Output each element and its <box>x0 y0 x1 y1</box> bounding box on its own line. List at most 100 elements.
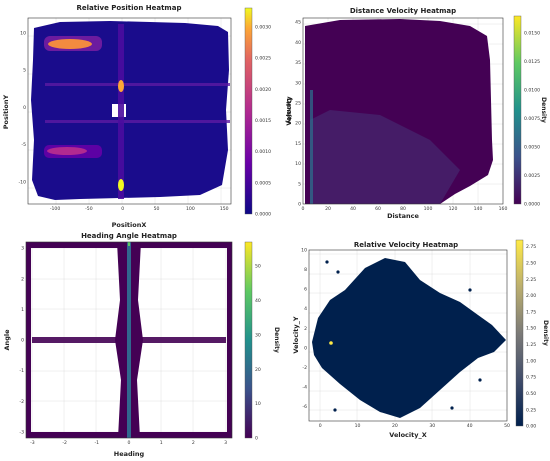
colorbar-tick-label: 50 <box>255 264 261 270</box>
x-tick-label: 60 <box>375 206 381 212</box>
panel-heading-angle: Heading Angle Heatmap -3 -2 -1 0 1 2 3 3210-1-… <box>3 232 280 458</box>
y-tick-label: 2 <box>304 326 307 332</box>
y-axis-label: PositionY <box>2 94 10 129</box>
y-tick-label: 45 <box>295 20 301 26</box>
y-tick-label: 10 <box>20 30 26 36</box>
y-tick-label: 15 <box>295 141 301 147</box>
heatmap-band <box>26 242 31 438</box>
heatmap-band <box>45 83 230 86</box>
x-tick-labels: -100 -50 0 50 100 150 <box>50 206 229 212</box>
y-tick-labels: 10 8 6 4 2 0 -2 -4 -6 <box>301 248 307 410</box>
x-tick-label: 40 <box>467 423 473 429</box>
y-tick-label: 30 <box>295 80 301 86</box>
colorbar-tick-label: 0.0075 <box>524 116 540 122</box>
colorbar-tick-label: 0.0030 <box>255 24 271 30</box>
colorbar-tick-label: 0.0050 <box>524 145 540 151</box>
colorbar-tick-label: 40 <box>255 298 261 304</box>
chart-title: Relative Position Heatmap <box>77 4 182 12</box>
heatmap-hotspot <box>118 80 124 92</box>
colorbar-tick-label: 0.0150 <box>524 31 540 37</box>
colorbar-tick-labels: 0.0000 0.0025 0.0050 0.0075 0.0100 0.0125 0.01… <box>524 31 540 208</box>
panel-relative-position: Relative Position Heatmap -100 -50 0 50 100 1… <box>2 4 292 229</box>
colorbar-label: Density <box>273 327 280 353</box>
colorbar-tick-label: 0.75 <box>526 375 536 381</box>
x-tick-label: 0 <box>128 440 131 446</box>
y-tick-label: 6 <box>304 287 307 293</box>
x-axis-label: Heading <box>114 450 145 458</box>
x-tick-label: -100 <box>50 206 61 212</box>
colorbar <box>513 15 522 205</box>
colorbar-tick-label: 0.0100 <box>524 88 540 94</box>
y-tick-label: 10 <box>295 161 301 167</box>
x-tick-label: -2 <box>62 440 67 446</box>
x-tick-label: 1 <box>160 440 163 446</box>
y-tick-label: 35 <box>295 60 301 66</box>
x-tick-label: 0 <box>302 206 305 212</box>
x-tick-label: 100 <box>424 206 433 212</box>
y-tick-label: 0 <box>21 338 24 344</box>
heatmap-area <box>31 21 230 200</box>
colorbar <box>244 7 253 215</box>
y-tick-label: 2 <box>21 276 24 282</box>
x-tick-label: 0 <box>319 423 322 429</box>
panel-distance-velocity: Distance Velocity Heatmap 0 20 40 60 80 100 12… <box>285 7 547 220</box>
y-tick-label: 4 <box>304 306 307 312</box>
chart-title: Distance Velocity Heatmap <box>350 7 456 15</box>
colorbar-tick-label: 1.50 <box>526 326 536 332</box>
y-axis-label: Velocity_Y <box>292 316 300 353</box>
colorbar-tick-label: 0.00 <box>526 424 536 430</box>
colorbar-tick-label: 2.50 <box>526 260 536 266</box>
y-tick-label: -1 <box>19 368 24 374</box>
x-tick-label: 30 <box>429 423 435 429</box>
y-tick-labels: 10 5 0 -5 -10 <box>18 30 26 185</box>
x-tick-label: 80 <box>400 206 406 212</box>
heatmap-outlier <box>478 378 482 382</box>
heatmap-band <box>45 120 230 123</box>
heatmap-band <box>310 90 313 204</box>
colorbar-tick-label: 1.00 <box>526 358 536 364</box>
colorbar-tick-label: 2.00 <box>526 293 536 299</box>
y-tick-label: 5 <box>298 181 301 187</box>
colorbar-label: Density <box>285 98 292 124</box>
x-tick-label: 0 <box>121 206 124 212</box>
x-tick-label: 50 <box>154 206 160 212</box>
x-tick-label: 10 <box>355 423 361 429</box>
colorbar-label: Density <box>542 320 549 346</box>
colorbar-tick-label: 30 <box>255 332 261 338</box>
x-axis-label: PositionX <box>112 221 147 229</box>
colorbar-tick-label: 0.0025 <box>524 173 540 179</box>
colorbar-tick-label: 0.0125 <box>524 59 540 65</box>
y-tick-label: 5 <box>23 68 26 74</box>
colorbar-tick-label: 1.25 <box>526 342 536 348</box>
heatmap-hotspot <box>118 179 124 191</box>
colorbar-tick-label: 20 <box>255 367 261 373</box>
x-tick-label: 120 <box>449 206 458 212</box>
y-tick-label: 8 <box>304 267 307 273</box>
y-tick-label: 0 <box>23 105 26 111</box>
colorbar-tick-labels: 0 10 20 30 40 50 <box>255 264 261 442</box>
x-tick-labels: -3 -2 -1 0 1 2 3 <box>30 440 227 446</box>
chart-title: Relative Velocity Heatmap <box>354 241 458 249</box>
colorbar-tick-labels: 0.00 0.25 0.50 0.75 1.00 1.25 1.50 1.75 2.00 2.25… <box>526 244 536 429</box>
x-tick-label: 3 <box>224 440 227 446</box>
colorbar-tick-label: 0.25 <box>526 407 536 413</box>
colorbar-tick-label: 0.0015 <box>255 118 271 124</box>
colorbar <box>515 239 524 427</box>
x-tick-label: -3 <box>30 440 35 446</box>
heatmap-hotspot <box>128 242 130 246</box>
heatmap-hotspot <box>329 341 333 345</box>
y-tick-label: 0 <box>298 202 301 208</box>
heatmap-outlier <box>333 408 337 412</box>
colorbar-tick-label: 1.75 <box>526 309 536 315</box>
colorbar-tick-label: 0.0000 <box>524 202 540 208</box>
y-tick-label: -6 <box>302 404 307 410</box>
x-tick-label: 20 <box>325 206 331 212</box>
heatmap-hotspot <box>48 39 92 49</box>
heatmap-outlier <box>336 270 340 274</box>
x-tick-label: -1 <box>95 440 100 446</box>
y-tick-label: -2 <box>19 399 24 405</box>
heatmap-hotspot <box>47 147 87 155</box>
heatmap-area <box>26 242 232 438</box>
colorbar-tick-label: 0 <box>255 436 258 442</box>
